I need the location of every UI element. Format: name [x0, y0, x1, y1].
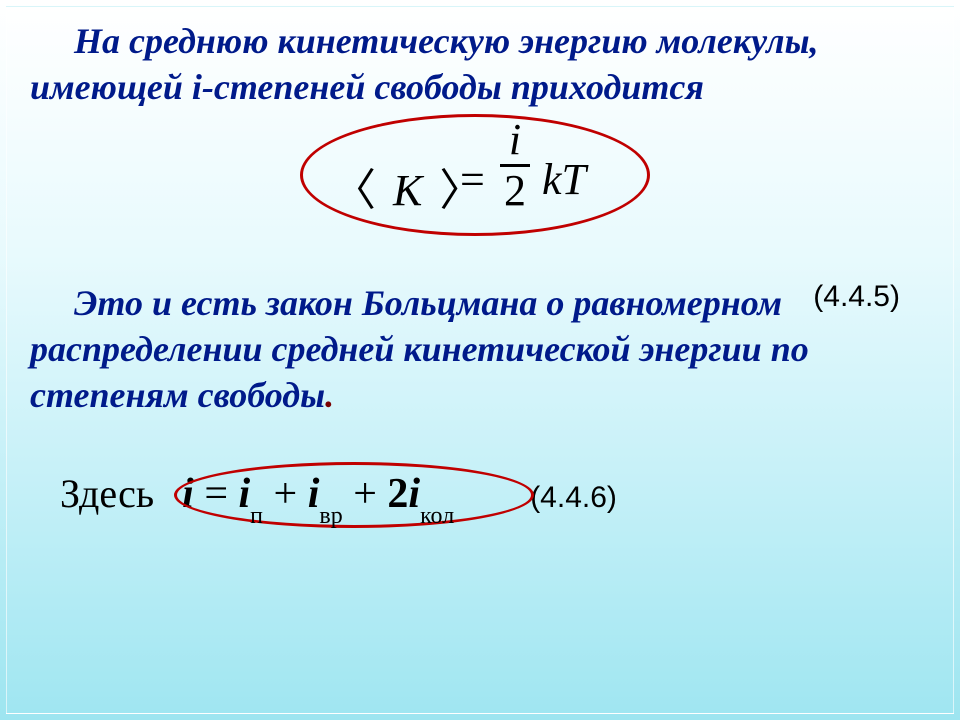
f2-plus2: + — [343, 471, 388, 517]
f2-t2: i — [308, 471, 320, 517]
paragraph-2: Это и есть закон Больцмана о равномерном… — [30, 280, 930, 418]
f2-s3: кол — [420, 503, 454, 529]
formula-1: 〈 K 〉 = i 2 kT — [310, 118, 650, 238]
label-here: Здесь — [60, 471, 154, 516]
formula-2: i = iп + iвр + 2iкол — [182, 470, 454, 523]
fraction-denominator: 2 — [500, 169, 530, 213]
equals-sign: = — [460, 154, 485, 205]
equation-number-2: (4.4.6) — [530, 481, 617, 514]
f2-coef: 2 — [387, 471, 408, 517]
f2-s1: п — [250, 503, 263, 529]
f2-eq: = — [194, 471, 239, 517]
paragraph-2-dot: . — [325, 375, 334, 415]
paragraph-1: На среднюю кинетическую энергию молекулы… — [30, 18, 930, 110]
angle-open: 〈 — [332, 166, 376, 215]
fraction-numerator: i — [500, 118, 530, 162]
f2-s2: вр — [319, 503, 342, 529]
f2-lhs: i — [182, 471, 194, 517]
f2-plus1: + — [263, 471, 308, 517]
formula-var-K: K — [387, 166, 428, 215]
f2-t1: i — [239, 471, 251, 517]
f2-t3: i — [408, 471, 420, 517]
equation-number-1: (4.4.5) — [813, 280, 900, 314]
formula-kT: kT — [542, 154, 586, 205]
fraction-i-over-2: i 2 — [500, 118, 530, 213]
bottom-row: Здесь i = iп + iвр + 2iкол (4.4.6) — [30, 470, 930, 523]
formula-1-row: 〈 K 〉 = i 2 kT — [30, 118, 930, 240]
paragraph-2-text: Это и есть закон Больцмана о равномерном… — [30, 283, 809, 415]
